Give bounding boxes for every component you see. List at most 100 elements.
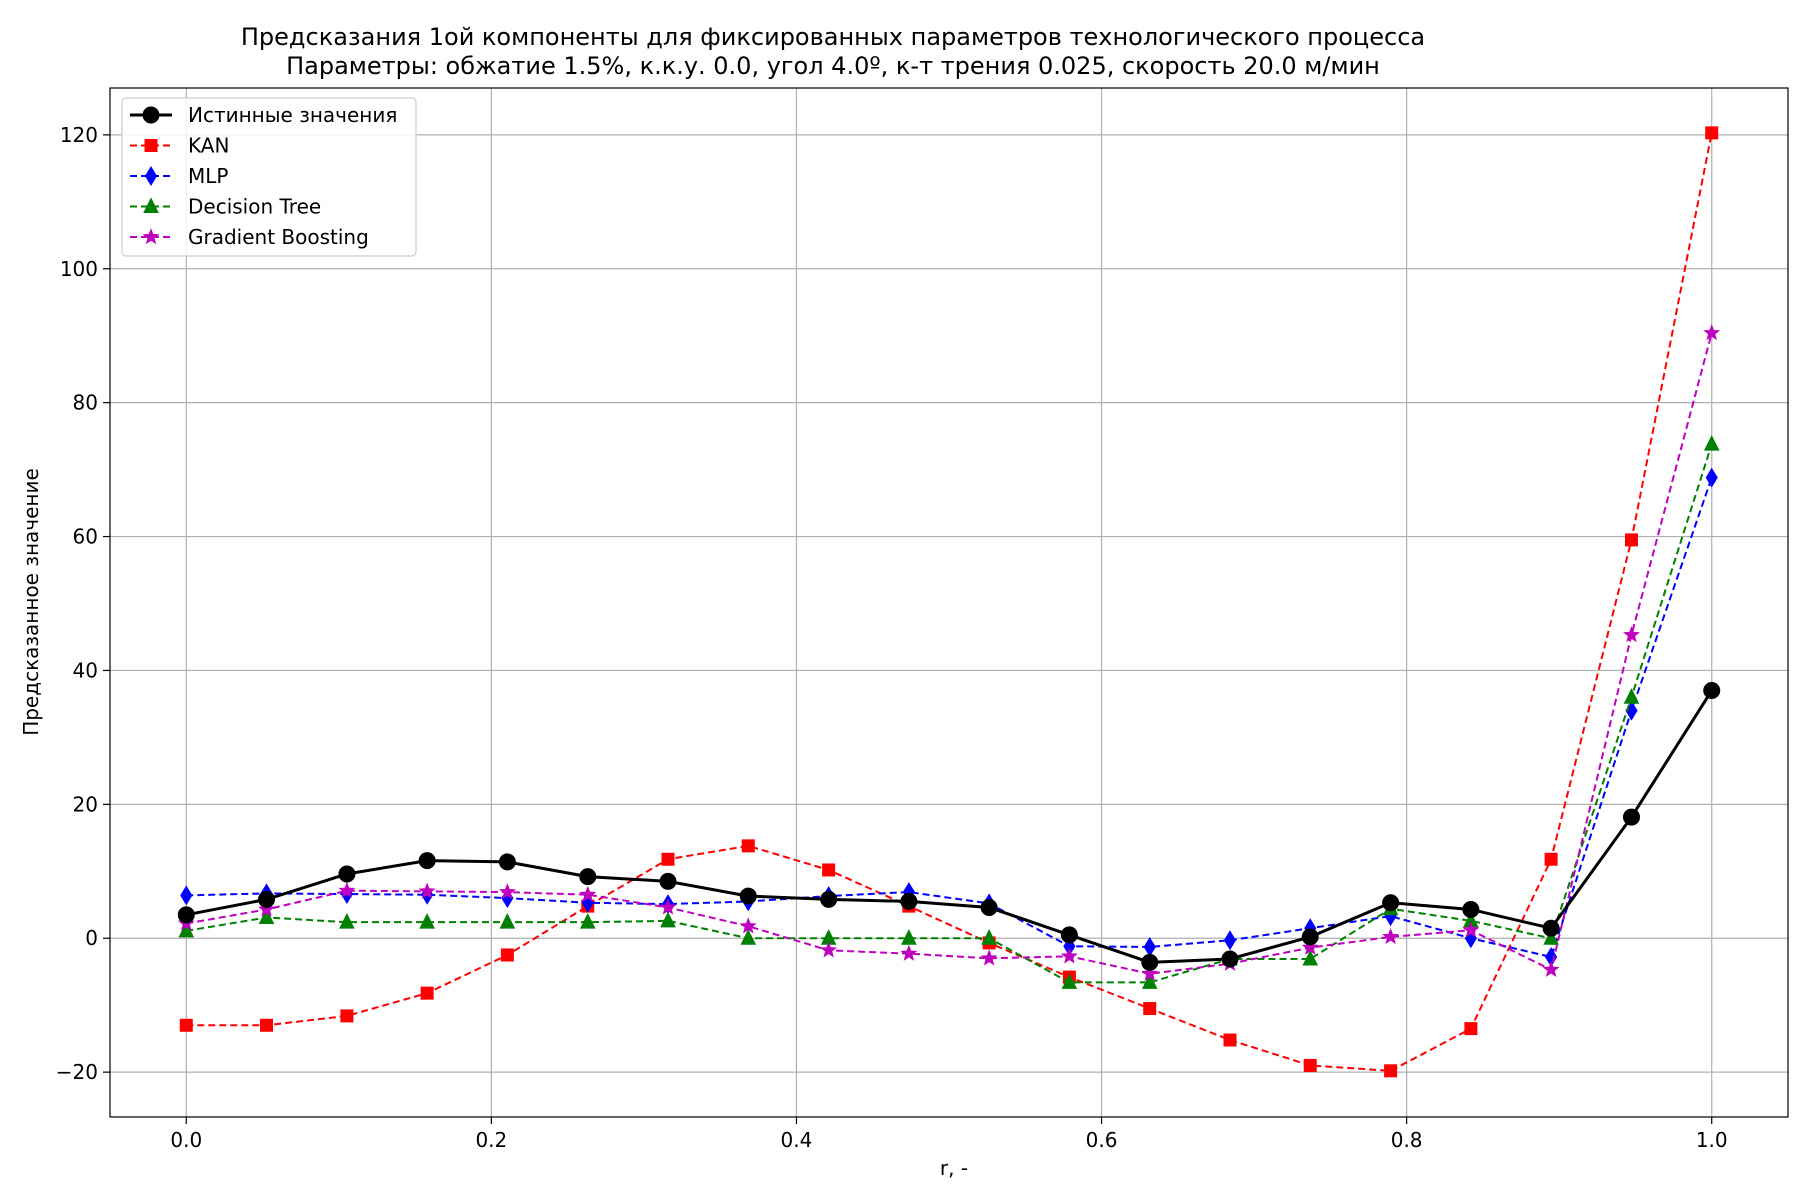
data-point (177, 906, 195, 924)
data-point (900, 892, 918, 910)
data-point (740, 929, 757, 945)
data-point (1464, 1022, 1478, 1036)
data-point (338, 881, 356, 898)
legend-marker (143, 197, 159, 213)
data-point (820, 890, 838, 908)
data-point (1623, 688, 1640, 704)
chart-subtitle: Параметры: обжатие 1.5%, к.к.у. 0.0, уго… (286, 52, 1380, 80)
y-tick-label: −20 (56, 1060, 98, 1084)
legend-item: KAN (130, 134, 229, 158)
x-tick-label: 0.0 (170, 1128, 202, 1152)
data-point (178, 921, 195, 938)
data-point (739, 917, 757, 934)
data-point (1060, 926, 1078, 944)
y-tick-label: 80 (73, 391, 98, 415)
plot-frame (109, 87, 1789, 1118)
data-point (660, 911, 676, 928)
legend-marker (144, 166, 158, 186)
x-tick-label: 0.8 (1391, 1128, 1423, 1152)
data-point (1382, 894, 1400, 912)
data-point (741, 839, 755, 853)
data-point (340, 1009, 354, 1023)
data-point (1624, 533, 1638, 547)
data-point (1060, 947, 1078, 964)
legend-label: Gradient Boosting (188, 225, 369, 249)
data-point (1301, 928, 1319, 946)
data-point (418, 852, 436, 870)
data-point (1384, 1064, 1398, 1078)
y-tick-label: 20 (73, 792, 98, 816)
data-point (339, 913, 355, 929)
legend-label: Истинные значения (188, 103, 397, 127)
x-tick-label: 0.2 (475, 1128, 507, 1152)
x-axis-label: r, - (940, 1156, 968, 1180)
y-tick-label: 120 (60, 123, 98, 147)
series-line (186, 443, 1713, 984)
data-point (1705, 467, 1718, 488)
data-point (258, 890, 276, 908)
y-tick-label: 40 (73, 658, 98, 682)
x-tick-label: 0.6 (1086, 1128, 1118, 1152)
data-point (1462, 900, 1480, 918)
data-point (1544, 852, 1558, 866)
data-point (1623, 626, 1640, 643)
data-point (661, 852, 675, 866)
data-point (579, 913, 596, 929)
y-tick-label: 100 (60, 257, 98, 281)
legend-item: Истинные значения (130, 103, 397, 127)
data-point (258, 900, 275, 917)
legend-label: MLP (188, 164, 228, 188)
grid (110, 88, 1788, 1117)
x-tick-label: 1.0 (1696, 1128, 1728, 1152)
y-tick-label: 0 (85, 926, 98, 950)
data-point (500, 948, 514, 962)
series-line (186, 132, 1713, 1072)
legend-marker (142, 106, 160, 124)
legend-item: Decision Tree (130, 195, 321, 219)
data-point (739, 887, 757, 905)
data-point (179, 1018, 193, 1032)
legend-item: Gradient Boosting (130, 225, 369, 249)
data-point (260, 1018, 274, 1032)
x-axis-ticks: 0.0 0.2 0.4 0.6 0.8 1.0 (170, 1117, 1728, 1152)
data-point (258, 908, 275, 924)
data-point (659, 898, 677, 915)
data-point (1382, 928, 1400, 945)
chart-title: Предсказания 1ой компоненты для фиксиров… (241, 23, 1425, 51)
legend-box (121, 97, 417, 257)
data-point (499, 913, 516, 929)
data-point (1223, 1033, 1237, 1047)
data-point (180, 885, 193, 906)
data-point (1703, 435, 1720, 451)
series-0 (177, 682, 1721, 971)
data-point (1143, 1002, 1157, 1016)
data-point (981, 929, 997, 945)
data-point (1301, 938, 1319, 955)
series-line (186, 477, 1713, 959)
data-point (980, 898, 998, 916)
data-point (822, 863, 836, 877)
series-2 (180, 467, 1718, 967)
data-point (418, 882, 436, 899)
data-point (1141, 973, 1158, 989)
data-point (1223, 930, 1237, 951)
data-point (659, 872, 677, 890)
x-tick-label: 0.4 (781, 1128, 813, 1152)
data-point (1141, 953, 1159, 971)
data-point (980, 949, 998, 966)
data-point (1705, 126, 1719, 140)
data-point (1542, 960, 1560, 977)
data-point (579, 885, 597, 902)
data-point (1221, 950, 1239, 968)
data-point (1462, 921, 1480, 938)
data-point (1143, 936, 1156, 957)
series-line (186, 332, 1713, 975)
legend-item: MLP (130, 164, 228, 188)
data-point (901, 929, 917, 945)
legend-marker (142, 228, 160, 245)
data-point (1302, 949, 1319, 966)
data-point (820, 941, 838, 958)
data-point (1703, 324, 1721, 341)
